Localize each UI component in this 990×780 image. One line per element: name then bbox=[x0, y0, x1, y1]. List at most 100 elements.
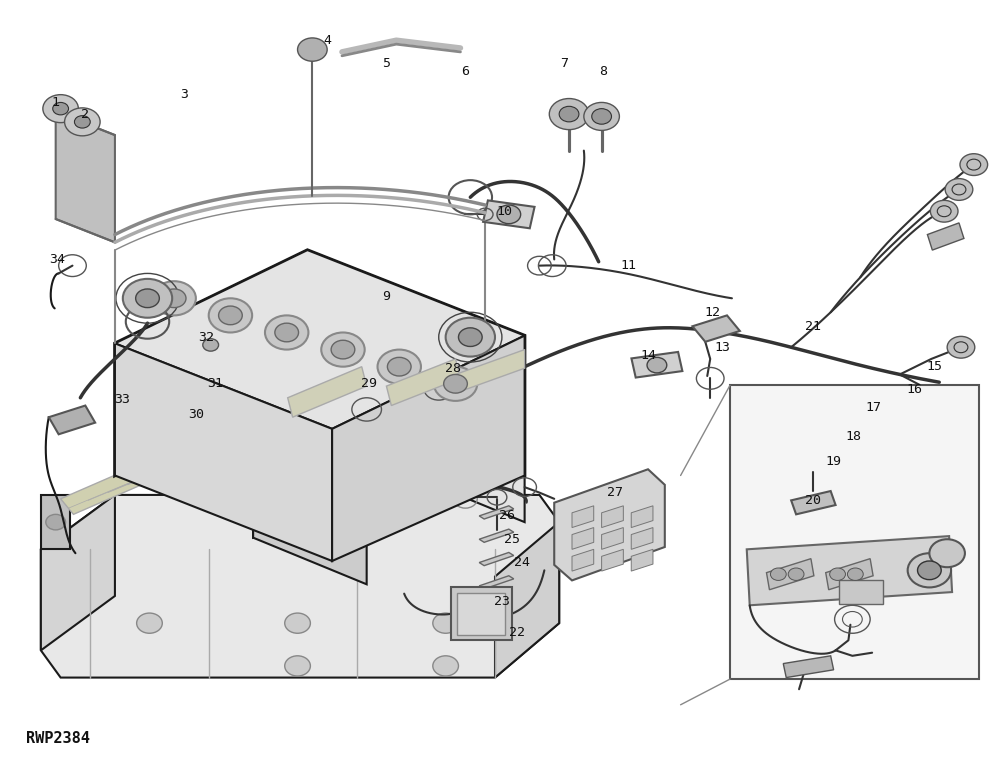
Text: 8: 8 bbox=[600, 65, 608, 78]
Text: 7: 7 bbox=[560, 57, 568, 70]
Polygon shape bbox=[554, 470, 665, 580]
Circle shape bbox=[137, 613, 162, 633]
Polygon shape bbox=[479, 529, 514, 542]
Circle shape bbox=[46, 514, 65, 530]
Text: 34: 34 bbox=[50, 253, 65, 266]
Polygon shape bbox=[41, 495, 70, 549]
Text: 6: 6 bbox=[461, 65, 469, 78]
Circle shape bbox=[152, 281, 196, 315]
Text: 25: 25 bbox=[504, 533, 520, 546]
Polygon shape bbox=[386, 359, 460, 406]
Text: 31: 31 bbox=[208, 378, 224, 390]
Circle shape bbox=[265, 315, 309, 349]
Circle shape bbox=[219, 306, 243, 324]
Circle shape bbox=[321, 332, 364, 367]
Text: 12: 12 bbox=[704, 306, 720, 319]
Polygon shape bbox=[55, 112, 115, 243]
Circle shape bbox=[52, 102, 68, 115]
Polygon shape bbox=[479, 552, 514, 566]
Text: 33: 33 bbox=[114, 393, 130, 406]
Polygon shape bbox=[115, 250, 525, 476]
Circle shape bbox=[162, 289, 186, 307]
Text: 21: 21 bbox=[805, 320, 821, 333]
Text: 10: 10 bbox=[497, 204, 513, 218]
Text: 19: 19 bbox=[826, 455, 842, 468]
Text: 26: 26 bbox=[499, 509, 515, 523]
Text: 29: 29 bbox=[360, 378, 376, 390]
Polygon shape bbox=[332, 335, 525, 561]
Circle shape bbox=[770, 568, 786, 580]
Text: 24: 24 bbox=[514, 556, 530, 569]
Circle shape bbox=[387, 357, 411, 376]
Circle shape bbox=[960, 154, 988, 176]
Circle shape bbox=[377, 349, 421, 384]
Text: 14: 14 bbox=[640, 349, 656, 361]
Polygon shape bbox=[572, 505, 594, 527]
Polygon shape bbox=[766, 558, 814, 590]
Circle shape bbox=[285, 613, 311, 633]
Text: 9: 9 bbox=[382, 290, 390, 303]
Text: 16: 16 bbox=[907, 384, 923, 396]
Polygon shape bbox=[632, 549, 653, 571]
Bar bbox=[483, 200, 535, 229]
Polygon shape bbox=[479, 505, 514, 519]
Polygon shape bbox=[41, 495, 115, 651]
Circle shape bbox=[434, 367, 477, 401]
Circle shape bbox=[497, 205, 521, 224]
Polygon shape bbox=[41, 495, 559, 678]
Bar bbox=[450, 587, 512, 640]
Circle shape bbox=[647, 357, 667, 373]
Text: 23: 23 bbox=[494, 595, 510, 608]
Polygon shape bbox=[602, 549, 624, 571]
Circle shape bbox=[74, 115, 90, 128]
Text: 22: 22 bbox=[509, 626, 525, 639]
Circle shape bbox=[446, 317, 495, 356]
Circle shape bbox=[209, 298, 252, 332]
Polygon shape bbox=[791, 491, 836, 514]
Polygon shape bbox=[416, 437, 502, 476]
Polygon shape bbox=[602, 505, 624, 527]
Text: 32: 32 bbox=[198, 331, 214, 344]
Polygon shape bbox=[253, 429, 366, 584]
Circle shape bbox=[931, 200, 958, 222]
Circle shape bbox=[830, 568, 845, 580]
Circle shape bbox=[64, 108, 100, 136]
Text: 28: 28 bbox=[445, 362, 460, 374]
Text: 15: 15 bbox=[927, 360, 942, 373]
Circle shape bbox=[331, 340, 354, 359]
Text: 1: 1 bbox=[51, 96, 59, 109]
Circle shape bbox=[458, 328, 482, 346]
Bar bbox=[839, 580, 883, 604]
Polygon shape bbox=[692, 315, 740, 342]
Polygon shape bbox=[115, 250, 525, 429]
Circle shape bbox=[275, 323, 299, 342]
Polygon shape bbox=[632, 505, 653, 527]
Text: 2: 2 bbox=[81, 108, 89, 121]
Polygon shape bbox=[783, 656, 834, 678]
Polygon shape bbox=[60, 454, 177, 514]
Text: 18: 18 bbox=[845, 430, 861, 443]
Circle shape bbox=[559, 106, 579, 122]
Polygon shape bbox=[253, 367, 525, 537]
Bar bbox=[730, 385, 979, 679]
Bar bbox=[457, 593, 505, 635]
Text: 11: 11 bbox=[621, 259, 637, 272]
Polygon shape bbox=[572, 527, 594, 549]
Polygon shape bbox=[253, 367, 525, 476]
Circle shape bbox=[298, 38, 327, 62]
Circle shape bbox=[945, 179, 973, 200]
Circle shape bbox=[943, 391, 971, 413]
Text: 27: 27 bbox=[608, 486, 624, 499]
Circle shape bbox=[908, 553, 951, 587]
Polygon shape bbox=[495, 522, 559, 678]
Polygon shape bbox=[602, 527, 624, 549]
Circle shape bbox=[930, 539, 965, 567]
Text: 30: 30 bbox=[188, 409, 204, 421]
Polygon shape bbox=[115, 343, 332, 561]
Circle shape bbox=[918, 561, 941, 580]
Polygon shape bbox=[479, 576, 514, 589]
Text: 5: 5 bbox=[382, 57, 390, 70]
Circle shape bbox=[592, 108, 612, 124]
Circle shape bbox=[947, 336, 975, 358]
Circle shape bbox=[433, 613, 458, 633]
